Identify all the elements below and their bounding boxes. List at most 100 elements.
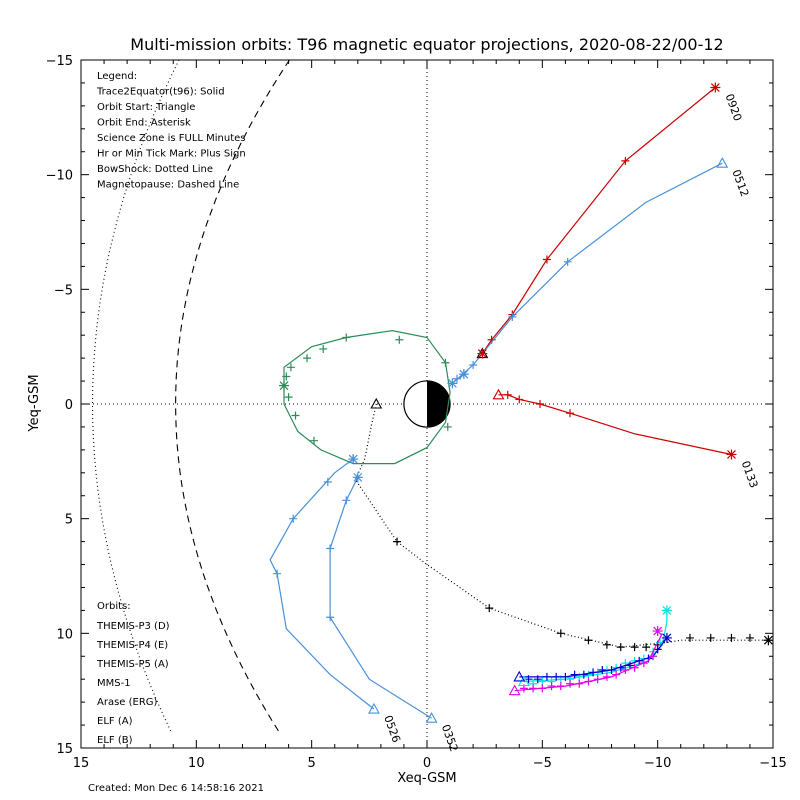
legend-line: Science Zone is FULL Minutes xyxy=(97,133,246,144)
y-tick-label: −15 xyxy=(46,54,73,69)
tick-mark-arase xyxy=(291,411,300,420)
legend-line: Magnetopause: Dashed Line xyxy=(97,180,239,191)
tick-mark-elfb2 xyxy=(503,390,512,399)
tick-mark-arase xyxy=(443,422,452,431)
tick-mark-arase xyxy=(319,344,328,353)
tick-mark-mms xyxy=(584,636,593,645)
orbits-legend-item: THEMIS-P3 (D) xyxy=(96,621,170,632)
orbit-end-marker xyxy=(763,635,774,646)
y-axis-label: Yeq-GSM xyxy=(27,374,42,432)
tick-mark-arase xyxy=(282,372,291,381)
orbit-end-marker xyxy=(278,380,289,391)
orbit-end-marker xyxy=(726,449,737,460)
tick-mark-th_a xyxy=(529,684,538,693)
chart-title: Multi-mission orbits: T96 magnetic equat… xyxy=(130,35,723,54)
legend-line: Legend: xyxy=(97,71,137,82)
tick-mark-arase xyxy=(441,358,450,367)
y-tick-label: 15 xyxy=(56,742,73,757)
tick-mark-mms xyxy=(556,629,565,638)
orbits-legend-item: THEMIS-P4 (E) xyxy=(96,640,168,651)
tick-mark-arase xyxy=(342,333,351,342)
y-tick-label: 0 xyxy=(65,398,73,413)
tick-mark-mms xyxy=(745,633,754,642)
tick-mark-arase xyxy=(395,335,404,344)
tick-mark-mms xyxy=(485,604,494,613)
tick-mark-mms xyxy=(706,633,715,642)
tick-mark-elfb2 xyxy=(515,395,524,404)
tick-mark-mms xyxy=(727,633,736,642)
tick-mark-elfa3 xyxy=(342,496,351,505)
orbit-line-elfa2 xyxy=(269,458,375,710)
orbit-end-marker xyxy=(652,626,663,637)
orbit-label-elfb1: 0920 xyxy=(723,92,745,123)
legend: Legend: Trace2Equator(t96): Solid Orbit St… xyxy=(96,71,246,191)
orbit-line-elfa3 xyxy=(329,477,432,719)
tick-mark-th_a xyxy=(630,663,639,672)
orbit-start-marker xyxy=(508,684,521,696)
y-tick-label: 5 xyxy=(65,513,73,528)
orbit-start-marker xyxy=(368,702,380,714)
tick-mark-elfa2 xyxy=(273,569,282,578)
earth-night-side xyxy=(427,380,451,428)
plot-area: 15 10 5 0 −5 −10 −15 −15 −10 −5 0 5 10 15 0920 0133 0512… xyxy=(46,54,787,771)
tick-mark-th_a xyxy=(547,682,556,691)
y-tick-label: −5 xyxy=(54,283,73,298)
orbit-end-marker xyxy=(710,82,721,93)
tick-mark-th_a xyxy=(649,652,658,661)
bow-shock-curve xyxy=(91,59,180,732)
x-tick-label: 15 xyxy=(73,756,90,771)
orbit-line-th_a xyxy=(514,633,663,692)
tick-mark-th_e xyxy=(561,672,570,681)
orbit-line-elfb1 xyxy=(481,87,716,354)
tick-mark-th_e xyxy=(635,656,644,665)
orbit-line-arase xyxy=(283,329,451,465)
tick-mark-th_e xyxy=(589,668,598,677)
tick-mark-th_a xyxy=(639,659,648,668)
tick-mark-th_a xyxy=(566,679,575,688)
tick-mark-th_d xyxy=(538,677,547,686)
tick-mark-th_e xyxy=(579,670,588,679)
legend-line: Trace2Equator(t96): Solid xyxy=(96,87,225,98)
orbit-line-mms xyxy=(354,403,769,648)
orbit-end-marker xyxy=(661,605,672,616)
x-tick-label: −10 xyxy=(644,756,671,771)
y-tick-label: −10 xyxy=(46,169,73,184)
created-stamp: Created: Mon Dec 6 14:58:16 2021 xyxy=(88,783,264,794)
tick-mark-mms xyxy=(602,640,611,649)
tick-mark-mms xyxy=(393,537,402,546)
tick-mark-elfa1 xyxy=(563,257,572,266)
orbit-end-marker xyxy=(661,632,672,643)
orbits-legend-item: MMS-1 xyxy=(97,678,131,689)
x-tick-label: 0 xyxy=(423,756,431,771)
tick-mark-th_a xyxy=(584,677,593,686)
tick-mark-elfa1 xyxy=(469,361,478,370)
tick-mark-th_a xyxy=(575,679,584,688)
tick-mark-th_e xyxy=(653,645,662,654)
tick-mark-mms xyxy=(616,643,625,652)
tick-mark-mms xyxy=(685,633,694,642)
tick-mark-th_a xyxy=(593,675,602,684)
tick-mark-elfa3 xyxy=(326,613,335,622)
tick-mark-th_a xyxy=(602,672,611,681)
tick-mark-th_e xyxy=(616,663,625,672)
orbit-end-marker xyxy=(447,378,458,389)
orbits-legend-item: ELF (B) xyxy=(97,735,133,746)
orbit-label-elfb2: 0133 xyxy=(739,459,761,490)
orbit-end-marker xyxy=(477,348,488,359)
orbit-label-elfa3: 0352 xyxy=(439,723,461,754)
tick-mark-th_a xyxy=(612,670,621,679)
tick-mark-elfa1 xyxy=(452,374,461,383)
x-tick-label: −15 xyxy=(759,756,786,771)
tick-mark-arase xyxy=(284,393,293,402)
tick-mark-th_e xyxy=(607,666,616,675)
orbit-start-marker xyxy=(425,712,438,723)
legend-line: Orbit Start: Triangle xyxy=(97,102,195,113)
tick-mark-th_e xyxy=(598,666,607,675)
tick-mark-th_e xyxy=(533,675,542,684)
tick-mark-arase xyxy=(309,436,318,445)
tick-mark-th_e xyxy=(570,670,579,679)
tick-mark-elfa3 xyxy=(326,544,335,553)
orbit-line-elfa1 xyxy=(452,162,723,384)
orbit-end-marker xyxy=(348,454,359,465)
